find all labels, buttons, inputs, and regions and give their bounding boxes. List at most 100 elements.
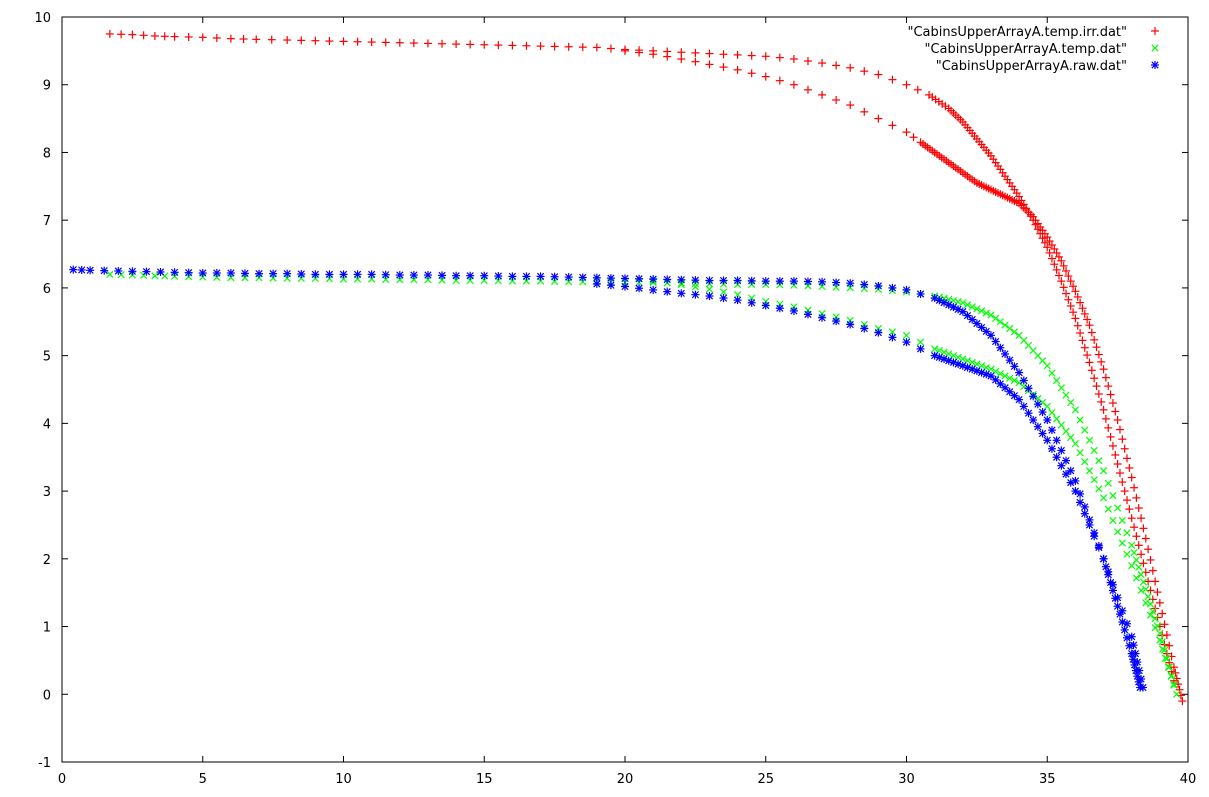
series-2 [106, 270, 1181, 698]
data-point [1043, 402, 1051, 411]
data-point [789, 80, 798, 89]
data-point [353, 37, 362, 46]
data-point [240, 269, 249, 278]
data-point [1099, 554, 1108, 563]
data-point [1024, 409, 1033, 418]
data-point [1094, 543, 1103, 552]
data-point [239, 35, 248, 44]
data-point [297, 270, 306, 279]
data-point [480, 271, 489, 280]
data-point [1099, 494, 1108, 502]
data-point [150, 31, 159, 40]
data-point [1047, 426, 1056, 435]
data-point [775, 53, 784, 62]
data-point [550, 42, 559, 51]
y-axis: -1 0 1 2 3 4 5 6 7 8 9 10 [34, 11, 1188, 771]
data-point [606, 44, 615, 53]
data-point [156, 267, 165, 276]
data-point [1111, 450, 1120, 459]
data-point [1085, 520, 1094, 529]
x-tick-label: 30 [898, 772, 915, 787]
data-point [968, 303, 976, 311]
data-point [1111, 407, 1120, 416]
data-point [1156, 629, 1164, 637]
data-point [1146, 586, 1155, 595]
data-point [705, 292, 714, 301]
data-point [818, 277, 827, 286]
data-point [1043, 243, 1052, 252]
data-point [494, 41, 503, 50]
data-point [1057, 461, 1066, 470]
data-point [452, 271, 461, 280]
data-point [996, 318, 1004, 326]
data-point [888, 283, 897, 292]
data-point [1045, 248, 1054, 257]
data-point [1113, 460, 1122, 468]
data-point [761, 301, 770, 310]
data-point [297, 36, 306, 45]
data-point [252, 35, 261, 44]
data-point [909, 133, 918, 142]
data-point [1132, 574, 1141, 582]
data-point [353, 270, 362, 279]
data-point [1118, 539, 1126, 547]
data-point [1052, 453, 1061, 462]
data-point [649, 275, 658, 284]
data-point [1076, 416, 1084, 424]
data-point [1090, 476, 1098, 484]
x-tick-label: 15 [476, 772, 493, 787]
data-point [1019, 376, 1028, 385]
data-point [466, 271, 475, 280]
data-point [1125, 463, 1134, 472]
data-point [1090, 532, 1099, 541]
data-point [733, 50, 742, 59]
data-point [775, 277, 784, 286]
data-point [1130, 548, 1138, 557]
data-point [635, 274, 644, 283]
data-point [226, 34, 235, 43]
data-point [1069, 282, 1078, 291]
data-point [1040, 238, 1049, 247]
data-point [170, 32, 179, 41]
x-tick-label: 35 [1039, 772, 1056, 787]
data-point [1047, 444, 1056, 453]
data-point [255, 269, 264, 278]
data-point [606, 274, 615, 283]
data-point [170, 268, 179, 277]
data-point [1118, 618, 1127, 627]
data-point [423, 271, 432, 280]
data-point [803, 57, 812, 66]
data-point [1141, 534, 1150, 543]
data-point [874, 114, 883, 123]
data-point [1162, 631, 1171, 640]
data-point [1120, 444, 1129, 453]
data-point [1087, 366, 1096, 375]
data-point [409, 39, 418, 48]
data-point [1137, 675, 1146, 684]
x-tick-label: 40 [1180, 772, 1197, 787]
data-point [1175, 685, 1184, 694]
data-point [1006, 324, 1014, 333]
data-point [128, 267, 137, 276]
data-point [564, 273, 573, 282]
data-point [1129, 641, 1138, 650]
data-point [1167, 672, 1175, 680]
data-point [677, 54, 686, 63]
data-point [1127, 473, 1136, 482]
data-point [1095, 485, 1103, 493]
data-point [902, 331, 911, 339]
data-point [267, 35, 276, 44]
data-point [691, 290, 700, 299]
x-tick-label: 25 [757, 772, 774, 787]
data-point [1108, 580, 1117, 589]
y-tick-label: 1 [43, 621, 51, 636]
data-point [1048, 369, 1056, 377]
data-point [719, 294, 728, 303]
data-point [1144, 577, 1153, 586]
data-point [1054, 271, 1063, 280]
data-point [508, 41, 517, 50]
data-point [719, 288, 728, 296]
data-point [775, 304, 784, 313]
data-point [128, 30, 137, 39]
